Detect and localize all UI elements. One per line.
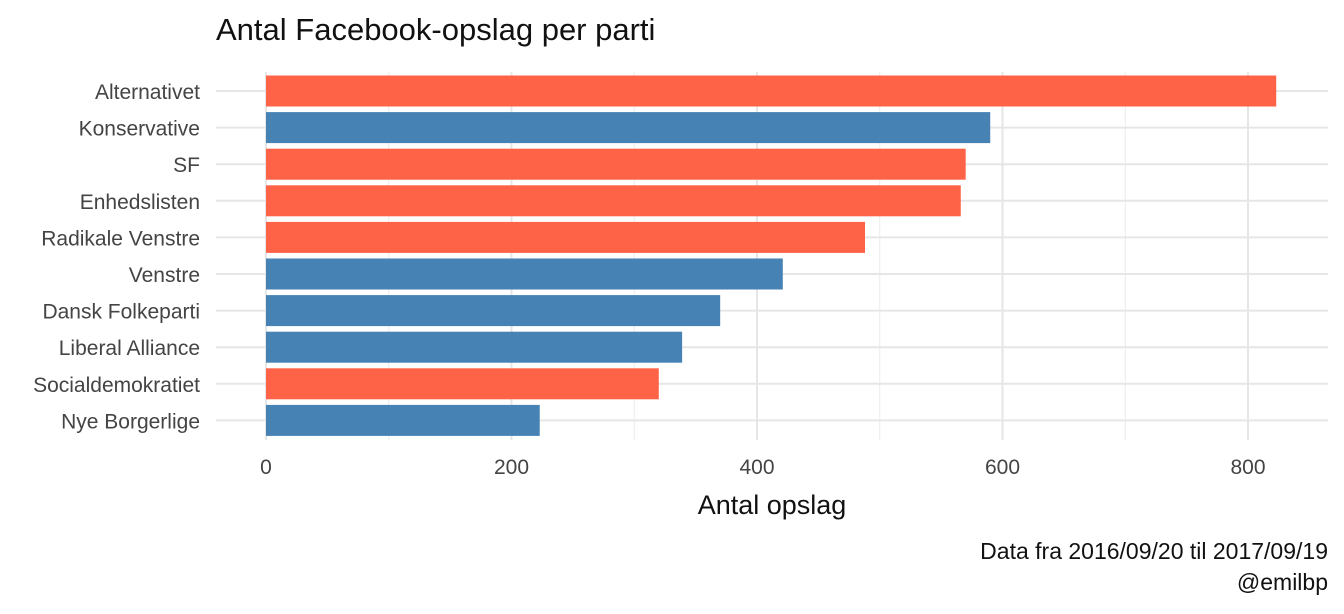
chart-title: Antal Facebook-opslag per parti	[216, 12, 656, 47]
bar	[266, 148, 966, 180]
category-label: Socialdemokratiet	[33, 374, 200, 397]
caption: Data fra 2016/09/20 til 2017/09/19 @emil…	[980, 536, 1328, 598]
category-label: Enhedslisten	[80, 191, 200, 214]
bar	[266, 258, 783, 290]
category-label: Alternativet	[95, 81, 200, 104]
bar	[266, 185, 961, 217]
bar	[266, 368, 659, 400]
bar	[266, 331, 683, 363]
bar	[266, 295, 721, 327]
bars	[266, 75, 1277, 436]
x-axis-label: Antal opslag	[697, 490, 847, 520]
category-label: Dansk Folkeparti	[42, 301, 200, 324]
category-label: Liberal Alliance	[59, 337, 200, 360]
category-label: Konservative	[79, 118, 200, 141]
bar	[266, 404, 540, 436]
caption-line-date-range: Data fra 2016/09/20 til 2017/09/19	[980, 538, 1328, 564]
caption-line-author: @emilbp	[1236, 569, 1328, 595]
x-tick-label: 600	[985, 456, 1020, 479]
category-labels: Alternativet Konservative SF Enhedslisten Ra…	[33, 81, 200, 433]
category-label: SF	[173, 154, 200, 177]
tick-labels: 0 200 400 600 800	[260, 456, 1265, 479]
x-tick-label: 0	[260, 456, 272, 479]
bar	[266, 112, 991, 144]
x-tick-label: 200	[494, 456, 529, 479]
category-label: Venstre	[129, 264, 200, 287]
x-tick-label: 400	[739, 456, 774, 479]
category-label: Nye Borgerlige	[61, 410, 200, 433]
bar	[266, 221, 866, 253]
x-tick-label: 800	[1230, 456, 1265, 479]
category-label: Radikale Venstre	[41, 227, 200, 250]
bar	[266, 75, 1277, 107]
